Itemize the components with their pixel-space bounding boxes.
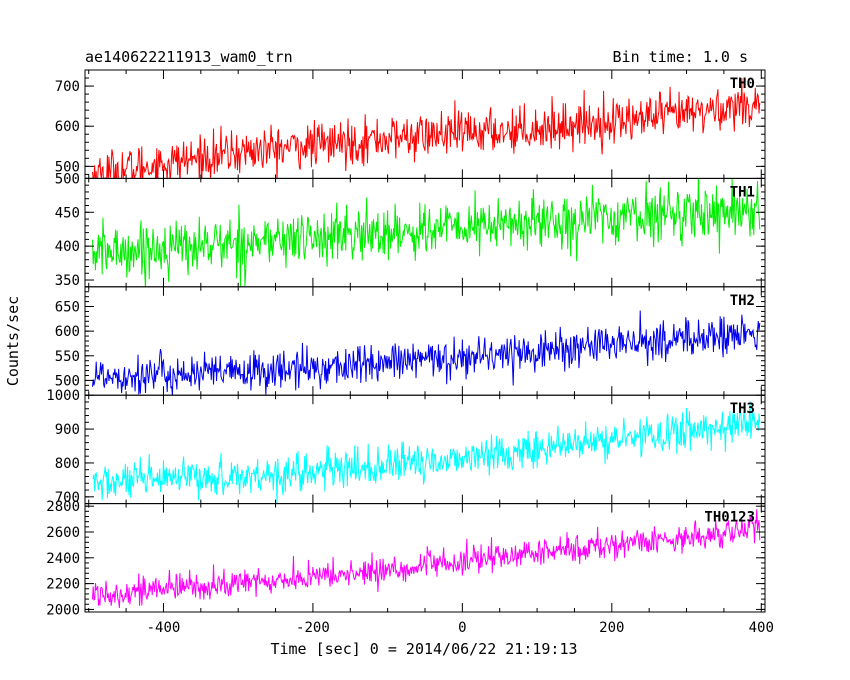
y-tick-label: 900 xyxy=(55,422,80,438)
panel-th1: 350 400 450 500 TH1 xyxy=(55,171,766,289)
chart-title: ae140622211913_wam0_trn xyxy=(85,48,293,66)
y-tick-label: 700 xyxy=(55,79,80,95)
x-tick-label: 0 xyxy=(458,620,466,636)
panel-th0: 500 600 700 TH0 xyxy=(55,69,766,179)
x-tick-label: 400 xyxy=(749,620,774,636)
y-axis-label: Counts/sec xyxy=(4,296,22,386)
y-tick-label: 400 xyxy=(55,239,80,255)
y-tick-label: 600 xyxy=(55,324,80,340)
panel-name-th0: TH0 xyxy=(730,76,755,92)
y-tick-label: 700 xyxy=(55,490,80,506)
panel-name-th1: TH1 xyxy=(730,184,755,200)
x-axis: -400 -200 0 200 400 xyxy=(147,620,774,636)
panel-th2: 500 550 600 650 TH2 xyxy=(55,286,766,396)
y-tick-label: 2400 xyxy=(46,551,80,567)
y-tick-label: 500 xyxy=(55,159,80,175)
x-axis-label: Time [sec] 0 = 2014/06/22 21:19:13 xyxy=(270,640,577,658)
series-th0-line xyxy=(91,77,761,179)
y-tick-label: 450 xyxy=(55,205,80,221)
y-tick-label: 2600 xyxy=(46,525,80,541)
panels-group: 500 600 700 TH0 350 400 450 500 TH1 500 550 600 650 T… xyxy=(46,69,766,618)
x-tick-label: -200 xyxy=(296,620,330,636)
y-tick-label: 1000 xyxy=(46,388,80,404)
panel-name-th3: TH3 xyxy=(730,401,755,417)
series-th1-line xyxy=(91,178,761,287)
y-tick-label: 650 xyxy=(55,300,80,316)
panel-name-th0123: TH0123 xyxy=(704,510,755,526)
y-tick-label: 2000 xyxy=(46,602,80,618)
y-tick-label: 550 xyxy=(55,349,80,365)
panel-frame xyxy=(84,503,766,613)
panel-th3: 700 800 900 1000 TH3 xyxy=(46,388,766,506)
y-tick-label: 800 xyxy=(55,456,80,472)
y-tick-label: 2200 xyxy=(46,577,80,593)
series-th2-line xyxy=(91,310,761,396)
x-tick-label: 200 xyxy=(599,620,624,636)
panel-name-th2: TH2 xyxy=(730,293,755,309)
series-th0123-line xyxy=(91,509,761,609)
y-tick-label: 2800 xyxy=(46,499,80,515)
x-tick-label: -400 xyxy=(147,620,181,636)
bin-time-label: Bin time: 1.0 s xyxy=(613,48,748,66)
panel-th0123: 2000 2200 2400 2600 2800 TH0123 xyxy=(46,499,766,618)
series-th3-line xyxy=(92,401,761,504)
y-tick-label: 500 xyxy=(55,373,80,389)
y-tick-label: 600 xyxy=(55,119,80,135)
y-tick-label: 350 xyxy=(55,273,80,289)
y-tick-label: 500 xyxy=(55,171,80,187)
